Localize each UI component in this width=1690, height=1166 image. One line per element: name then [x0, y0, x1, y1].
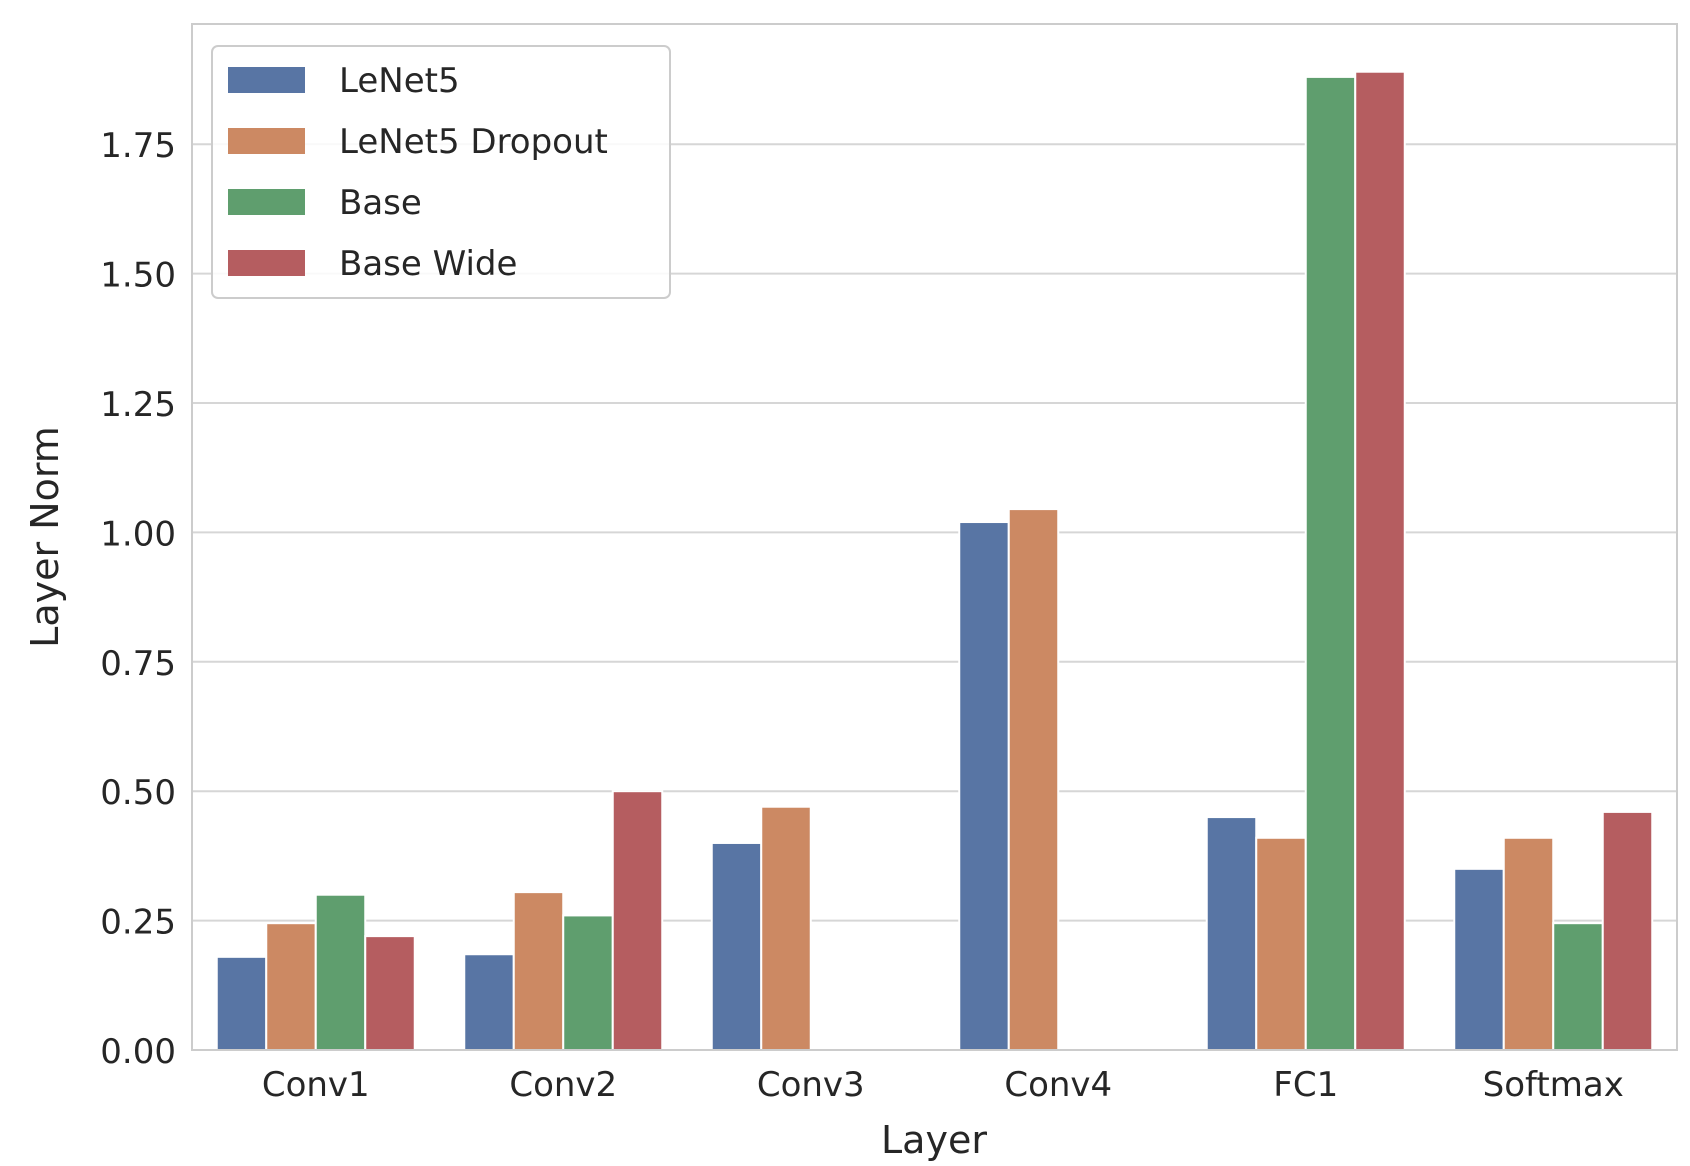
- bar-base-wide-softmax: [1601, 810, 1654, 1052]
- bar-base-conv2: [562, 914, 614, 1051]
- x-tick-label: Softmax: [1483, 1065, 1624, 1105]
- bar-base-wide-conv2: [611, 790, 664, 1051]
- bar-lenet5-dropout-conv4: [1007, 508, 1060, 1051]
- y-axis-label: Layer Norm: [23, 426, 67, 648]
- y-axis-ticks: 0.00 0.25 0.50 0.75 1.00 1.25 1.50 1.75: [100, 126, 176, 1072]
- plot-frame: [191, 23, 1678, 1051]
- bar-lenet5-fc1: [1205, 816, 1258, 1051]
- bar-base-wide-conv1: [364, 935, 416, 1051]
- bar-lenet5-dropout-fc1: [1255, 836, 1307, 1051]
- y-tick-label: 0.75: [100, 644, 176, 684]
- legend-label-base: Base: [339, 183, 422, 223]
- y-tick-label: 1.00: [100, 514, 176, 554]
- bar-base-conv1: [314, 893, 367, 1052]
- bar-base-wide-fc1: [1354, 70, 1406, 1052]
- legend-swatch-base: [228, 189, 305, 215]
- legend-swatch-lenet5-dropout: [228, 128, 305, 154]
- bar-lenet5-conv3: [710, 841, 763, 1052]
- bars: [215, 70, 1654, 1052]
- legend-swatch-lenet5: [228, 67, 305, 93]
- y-tick-label: 1.50: [100, 256, 176, 296]
- bar-lenet5-dropout-softmax: [1502, 836, 1555, 1051]
- x-axis-ticks: Conv1 Conv2 Conv3 Conv4 FC1 Softmax: [262, 1065, 1624, 1105]
- y-tick-label: 1.25: [100, 385, 176, 425]
- x-tick-label: Conv1: [262, 1065, 370, 1105]
- x-tick-label: Conv2: [509, 1065, 617, 1105]
- x-tick-label: Conv3: [757, 1065, 865, 1105]
- legend: LeNet5 LeNet5 Dropout Base Base Wide: [211, 45, 671, 299]
- x-axis-label: Layer: [881, 1118, 987, 1162]
- legend-label-base-wide: Base Wide: [339, 244, 517, 284]
- bar-lenet5-dropout-conv3: [760, 805, 812, 1051]
- bar-lenet5-softmax: [1453, 867, 1505, 1051]
- y-tick-label: 0.00: [100, 1032, 176, 1072]
- bar-lenet5-conv1: [215, 955, 268, 1052]
- legend-label-lenet5-dropout: LeNet5 Dropout: [339, 122, 608, 162]
- bar-lenet5-dropout-conv2: [512, 891, 565, 1051]
- x-tick-label: Conv4: [1004, 1065, 1112, 1105]
- legend-label-lenet5: LeNet5: [339, 61, 460, 101]
- y-tick-label: 0.25: [100, 903, 176, 943]
- bar-base-fc1: [1304, 75, 1357, 1051]
- bar-lenet5-dropout-conv1: [265, 922, 317, 1051]
- y-tick-label: 1.75: [100, 126, 176, 166]
- legend-frame: [211, 45, 671, 299]
- x-tick-label: FC1: [1273, 1065, 1338, 1105]
- bar-lenet5-conv4: [958, 521, 1010, 1051]
- y-tick-label: 0.50: [100, 773, 176, 813]
- bar-base-softmax: [1552, 922, 1604, 1051]
- legend-swatch-base-wide: [228, 250, 305, 276]
- bar-lenet5-conv2: [463, 953, 515, 1051]
